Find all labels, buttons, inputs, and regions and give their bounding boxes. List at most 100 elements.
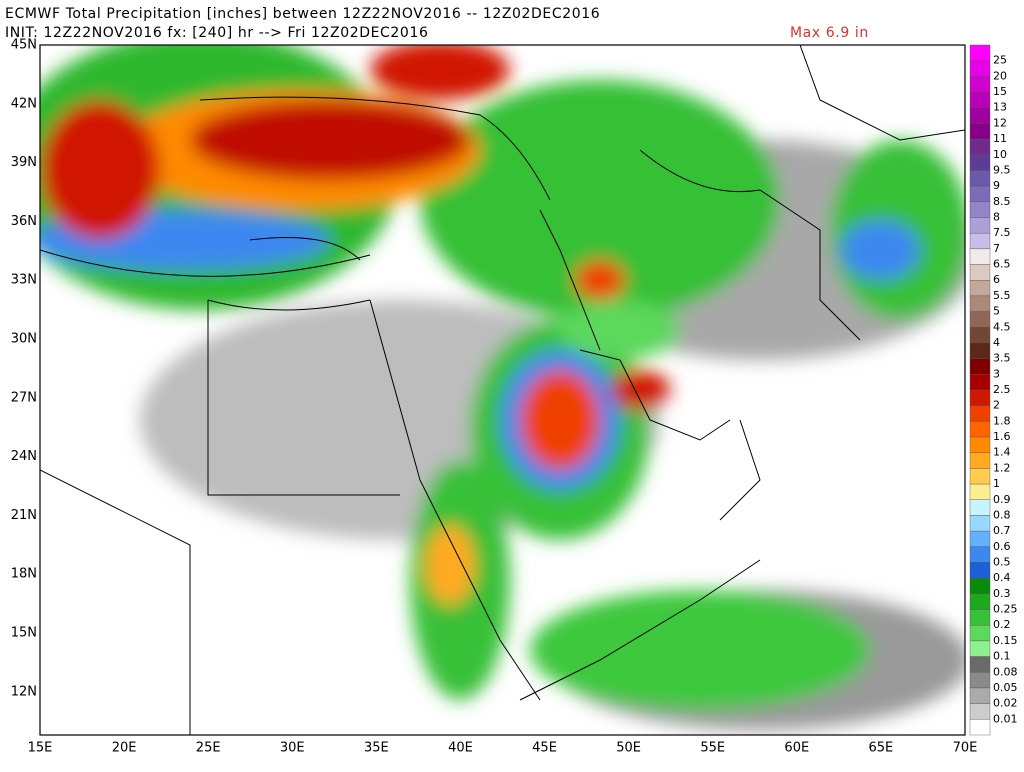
- colorbar-label: 0.08: [993, 665, 1018, 678]
- colorbar-label: 0.01: [993, 712, 1018, 725]
- lat-label: 18N: [11, 567, 37, 582]
- colorbar-box: [969, 687, 991, 704]
- colorbar-label: 0.1: [993, 650, 1011, 663]
- colorbar-label: 1.8: [993, 414, 1011, 427]
- colorbar-box: [969, 672, 991, 689]
- colorbar-box: [969, 248, 991, 265]
- colorbar-label: 5.5: [993, 289, 1011, 302]
- colorbar-box: [969, 546, 991, 563]
- colorbar-label: 2.5: [993, 383, 1011, 396]
- lat-label: 33N: [11, 273, 37, 288]
- colorbar-label: 0.9: [993, 493, 1011, 506]
- lat-label: 42N: [11, 96, 37, 111]
- colorbar-label: 4.5: [993, 320, 1011, 333]
- colorbar-label: 0.02: [993, 697, 1018, 710]
- colorbar-label: 0.7: [993, 524, 1011, 537]
- lat-label: 21N: [11, 508, 37, 523]
- colorbar-label: 0.8: [993, 508, 1011, 521]
- lon-label: 65E: [869, 741, 894, 756]
- colorbar-box: [969, 107, 991, 124]
- colorbar-box: [969, 405, 991, 422]
- colorbar-label: 8: [993, 211, 1000, 224]
- colorbar-box: [969, 76, 991, 93]
- colorbar-box: [969, 421, 991, 438]
- colorbar-label: 0.25: [993, 603, 1018, 616]
- lon-label: 40E: [448, 741, 473, 756]
- colorbar-box: [969, 170, 991, 187]
- map-frame: [39, 44, 966, 736]
- colorbar-label: 13: [993, 101, 1007, 114]
- colorbar-label: 1.6: [993, 430, 1011, 443]
- colorbar-label: 3: [993, 367, 1000, 380]
- colorbar-box: [969, 154, 991, 171]
- lat-label: 15N: [11, 626, 37, 641]
- colorbar-box: [969, 452, 991, 469]
- colorbar-box: [969, 217, 991, 234]
- colorbar-box: [969, 609, 991, 626]
- colorbar: 252015131211109.598.587.576.565.554.543.…: [969, 44, 1018, 736]
- colorbar-box: [969, 264, 991, 281]
- colorbar-label: 7.5: [993, 226, 1011, 239]
- colorbar-box: [969, 91, 991, 108]
- lat-label: 36N: [11, 214, 37, 229]
- colorbar-box: [969, 60, 991, 77]
- header-init: INIT: 12Z22NOV2016 fx: [240] hr --> Fri …: [5, 25, 428, 41]
- colorbar-label: 0.05: [993, 681, 1018, 694]
- lat-label: 39N: [11, 155, 37, 170]
- colorbar-box: [969, 389, 991, 406]
- colorbar-label: 25: [993, 54, 1007, 67]
- colorbar-box: [969, 719, 991, 736]
- lon-label: 30E: [280, 741, 305, 756]
- colorbar-label: 6: [993, 273, 1000, 286]
- lon-label: 20E: [112, 741, 137, 756]
- colorbar-box: [969, 703, 991, 720]
- colorbar-box: [969, 138, 991, 155]
- colorbar-label: 9.5: [993, 163, 1011, 176]
- colorbar-box: [969, 656, 991, 673]
- colorbar-label: 7: [993, 242, 1000, 255]
- colorbar-box: [969, 515, 991, 532]
- colorbar-box: [969, 436, 991, 453]
- colorbar-box: [969, 593, 991, 610]
- colorbar-box: [969, 295, 991, 312]
- colorbar-label: 0.4: [993, 571, 1011, 584]
- colorbar-label: 1.4: [993, 446, 1011, 459]
- colorbar-box: [969, 483, 991, 500]
- colorbar-label: 9: [993, 179, 1000, 192]
- colorbar-label: 0.3: [993, 587, 1011, 600]
- colorbar-box: [969, 44, 991, 61]
- colorbar-label: 0.15: [993, 634, 1018, 647]
- lon-label: 70E: [953, 741, 978, 756]
- lat-label: 30N: [11, 332, 37, 347]
- colorbar-label: 6.5: [993, 258, 1011, 271]
- lat-label: 12N: [11, 684, 37, 699]
- colorbar-label: 0.5: [993, 556, 1011, 569]
- colorbar-box: [969, 562, 991, 579]
- max-label: Max 6.9 in: [790, 25, 869, 41]
- lon-label: 25E: [196, 741, 221, 756]
- lat-label: 45N: [11, 38, 37, 53]
- colorbar-label: 1: [993, 477, 1000, 490]
- colorbar-label: 0.2: [993, 618, 1011, 631]
- colorbar-box: [969, 327, 991, 344]
- lat-label: 27N: [11, 390, 37, 405]
- colorbar-box: [969, 342, 991, 359]
- colorbar-box: [969, 201, 991, 218]
- colorbar-box: [969, 625, 991, 642]
- colorbar-box: [969, 280, 991, 297]
- colorbar-box: [969, 358, 991, 375]
- colorbar-label: 2: [993, 399, 1000, 412]
- colorbar-label: 10: [993, 148, 1007, 161]
- colorbar-label: 5: [993, 305, 1000, 318]
- colorbar-label: 4: [993, 336, 1000, 349]
- colorbar-box: [969, 374, 991, 391]
- colorbar-box: [969, 123, 991, 140]
- lon-label: 50E: [616, 741, 641, 756]
- precip-field: [40, 45, 965, 735]
- lon-label: 35E: [364, 741, 389, 756]
- lon-label: 45E: [532, 741, 557, 756]
- colorbar-box: [969, 468, 991, 485]
- colorbar-box: [969, 499, 991, 516]
